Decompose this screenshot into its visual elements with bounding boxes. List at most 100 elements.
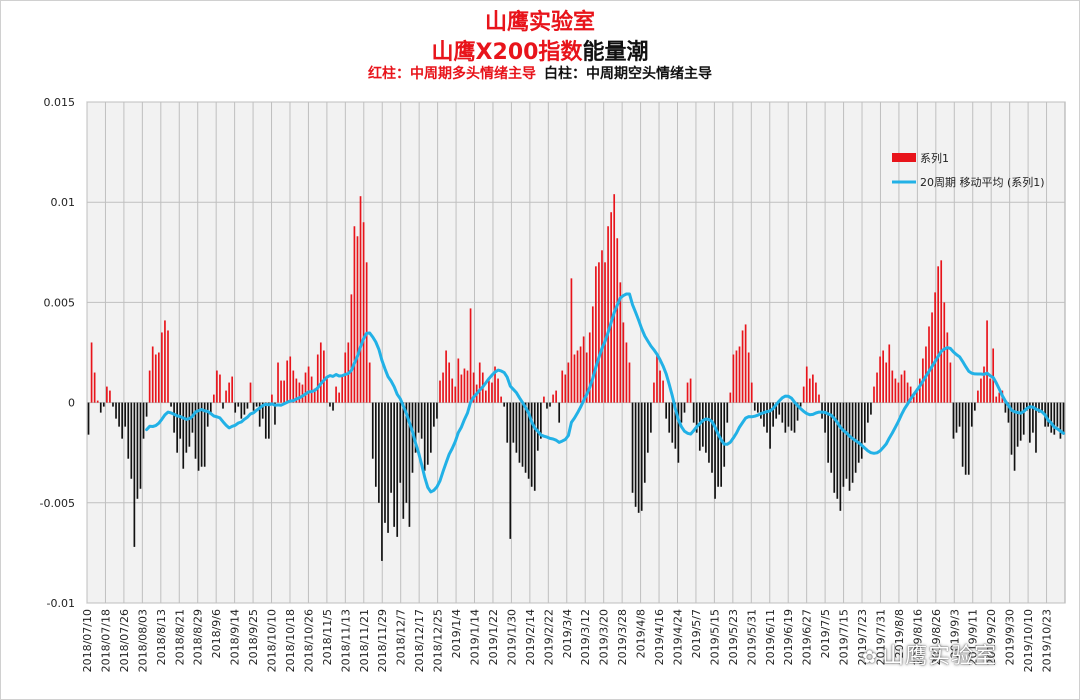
bar [567,362,570,403]
y-axis: 0.015 0.01 0.005 0 -0.005 -0.01 [40,96,75,610]
bar [915,388,918,403]
bar [127,402,130,459]
bar [711,402,713,473]
y-tick-label: 0.01 [51,196,76,209]
bar [1047,402,1050,427]
bar [209,402,212,415]
bar [274,402,276,425]
bar [974,402,976,411]
bar [182,402,185,469]
bar [949,362,952,403]
bar [500,396,502,403]
bar [469,308,472,403]
bar [378,402,380,503]
watermark: ✿ 山鹰实验室 [862,638,997,670]
bar [665,402,667,419]
bar [610,212,612,403]
bar [582,336,585,403]
bar [161,332,163,403]
bar [977,390,979,403]
bar [735,350,738,403]
bar [876,372,878,403]
x-tick-label: 2018/11/5 [321,609,334,665]
bar [255,402,258,407]
x-tick-label: 2018/07/26 [118,609,131,672]
bar [857,402,860,463]
x-tick-label: 2019/5/7 [690,609,703,658]
bar [527,402,530,479]
bar [133,402,136,547]
bar [436,402,438,419]
bar [992,348,995,403]
bar [142,402,145,439]
bar [659,370,661,403]
bar [1035,402,1037,453]
bar [760,402,762,419]
bar [903,370,906,403]
bar [848,402,851,491]
bar [812,374,814,403]
x-tick-label: 2019/5/15 [708,609,721,665]
bar [830,402,833,473]
bar [683,402,686,413]
bar [808,378,811,403]
bar [579,346,582,403]
bar [998,392,1001,403]
bar [249,382,252,403]
bar [509,402,512,539]
bar [228,382,230,403]
bar [1007,402,1010,423]
bar [833,402,836,493]
bar [491,382,493,403]
y-tick-label: -0.005 [40,497,75,510]
bar [121,402,123,439]
bar [643,402,646,483]
bar [860,402,863,459]
bar [943,302,946,403]
bar [396,402,399,537]
y-tick-label: 0 [68,397,75,410]
x-tick-label: 2019/9/30 [1004,609,1017,665]
bar [576,350,579,403]
x-tick-label: 2018/11/13 [339,609,352,672]
x-tick-label: 2019/8/16 [911,609,924,665]
bar [714,402,716,499]
bar [426,402,429,465]
x-tick-label: 2019/2/22 [542,609,555,665]
bar [775,402,778,419]
bar [115,402,117,419]
bar [118,402,120,427]
x-tick-label: 2018/9/14 [229,609,242,665]
bar [130,402,133,479]
bar [1022,402,1025,435]
bar [625,342,628,403]
bar [931,312,933,403]
bar [173,402,175,433]
bar [686,382,689,403]
bar [353,226,356,403]
x-tick-label: 2019/3/12 [579,609,592,665]
bar [573,354,576,403]
bar [701,402,704,447]
bar [533,402,536,491]
bar [179,402,182,439]
bar [203,402,206,467]
bar [485,390,487,403]
bar [854,402,857,473]
bar [429,402,432,453]
bar [824,402,826,433]
bar [753,402,756,411]
bar [243,402,246,415]
bar [515,402,518,453]
bar [961,402,964,467]
bar [374,402,377,487]
bar [897,382,900,403]
bar [466,370,469,403]
bar [356,236,359,403]
bar [790,402,793,431]
bar [845,402,848,479]
bar [894,378,897,403]
bar [955,402,958,433]
bar [879,356,881,403]
